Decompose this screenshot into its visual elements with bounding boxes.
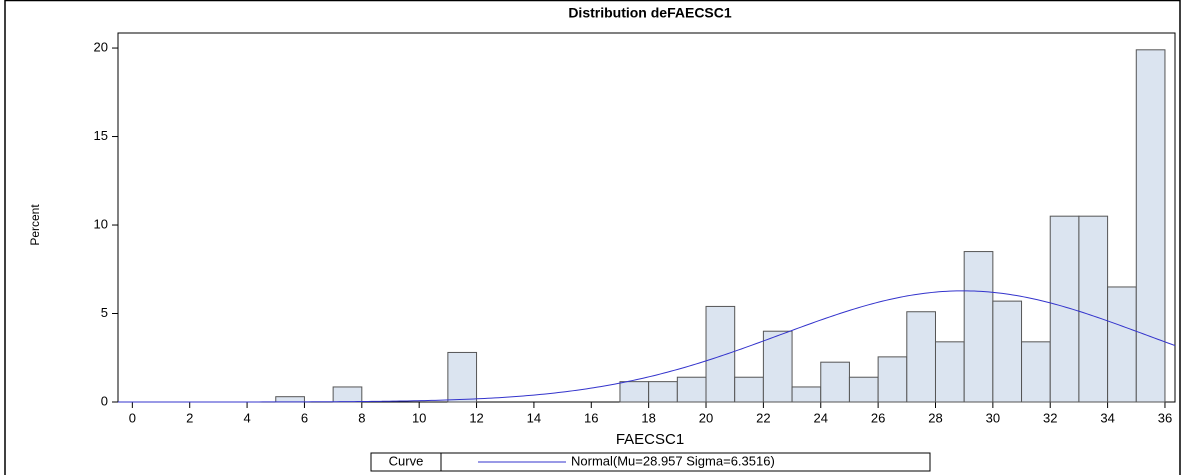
- x-tick-label: 36: [1158, 410, 1172, 425]
- bar: [877, 356, 908, 403]
- x-tick-label: 26: [871, 410, 885, 425]
- bar: [791, 386, 822, 403]
- x-tick-label: 28: [928, 410, 942, 425]
- bar: [734, 376, 764, 403]
- y-tick-label: 20: [94, 39, 108, 54]
- bar: [820, 361, 850, 403]
- x-tick-label: 22: [756, 410, 770, 425]
- bar: [447, 351, 478, 403]
- legend-title: Curve: [389, 453, 424, 468]
- bar: [648, 381, 678, 403]
- legend-title-box: [370, 452, 442, 472]
- y-axis-label: Percent: [28, 204, 42, 246]
- x-tick-label: 32: [1043, 410, 1057, 425]
- normal-curve: [118, 290, 1176, 403]
- bar: [963, 251, 994, 403]
- chart-title: Distribution deFAECSC1: [568, 5, 732, 21]
- x-tick-label: 14: [527, 410, 541, 425]
- x-tick-label: 12: [469, 410, 483, 425]
- x-tick-label: 0: [129, 410, 136, 425]
- bar: [619, 381, 650, 403]
- bar: [848, 376, 879, 403]
- y-tick-label: 0: [101, 393, 108, 408]
- x-tick-label: 4: [243, 410, 250, 425]
- x-tick-label: 6: [301, 410, 308, 425]
- x-tick-label: 24: [814, 410, 828, 425]
- bar: [705, 305, 736, 403]
- bar: [934, 341, 965, 403]
- bar: [906, 311, 936, 403]
- y-tick-label: 15: [94, 128, 108, 143]
- bar: [1049, 215, 1080, 403]
- bar: [676, 376, 707, 403]
- y-tick-label: 5: [101, 305, 108, 320]
- y-tick-label: 10: [94, 216, 108, 231]
- x-tick-label: 2: [186, 410, 193, 425]
- bar: [1021, 341, 1051, 403]
- x-tick-label: 30: [986, 410, 1000, 425]
- x-tick-label: 18: [641, 410, 655, 425]
- bar: [1135, 49, 1166, 403]
- bar: [1107, 286, 1137, 403]
- x-tick-label: 20: [699, 410, 713, 425]
- outer-frame: [4, 0, 1181, 475]
- bar: [275, 396, 305, 403]
- bar: [1078, 215, 1109, 403]
- x-tick-label: 16: [584, 410, 598, 425]
- bar: [992, 300, 1023, 403]
- bar: [332, 386, 363, 403]
- x-tick-label: 34: [1100, 410, 1114, 425]
- bar: [762, 330, 793, 403]
- x-tick-label: 10: [412, 410, 426, 425]
- x-tick-label: 8: [358, 410, 365, 425]
- legend-label: Normal(Mu=28.957 Sigma=6.3516): [571, 453, 775, 468]
- x-axis-label: FAECSC1: [616, 431, 684, 448]
